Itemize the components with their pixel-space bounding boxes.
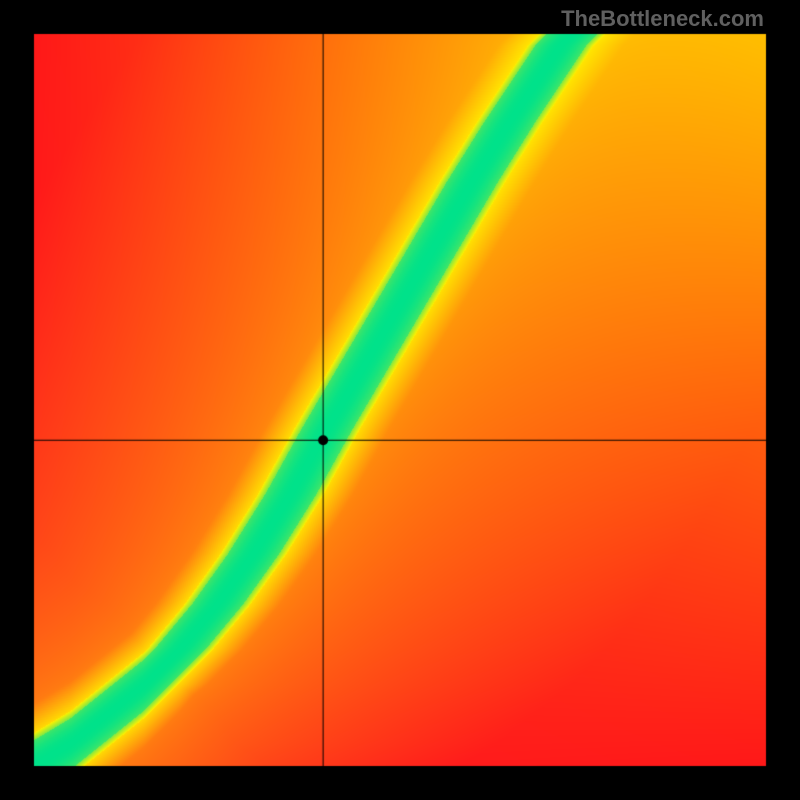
bottleneck-heatmap xyxy=(0,0,800,800)
watermark-label: TheBottleneck.com xyxy=(561,6,764,32)
chart-container: TheBottleneck.com xyxy=(0,0,800,800)
